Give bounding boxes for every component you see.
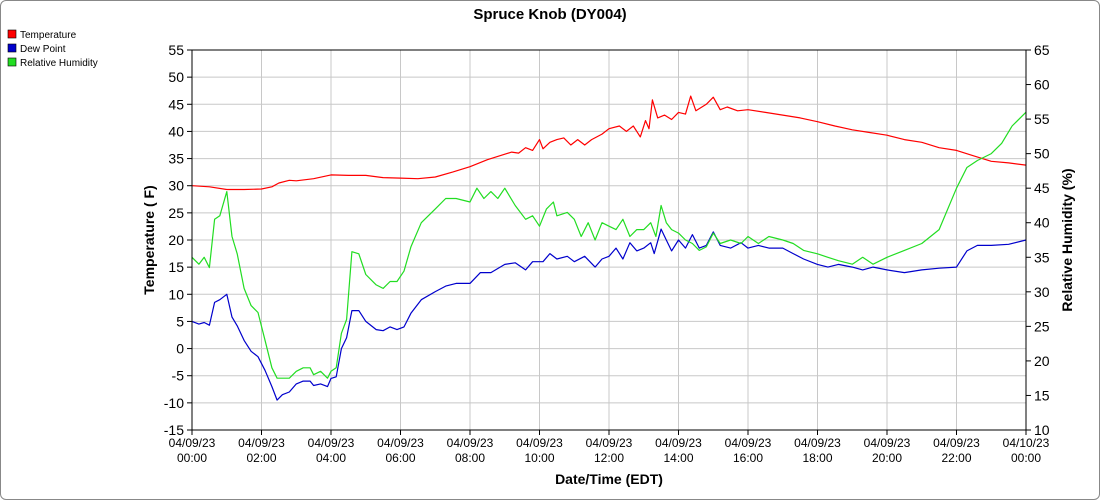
y-tick-label: 30 xyxy=(168,178,184,194)
y2-tick-label: 45 xyxy=(1034,180,1050,196)
y2-tick-label: 55 xyxy=(1034,111,1050,127)
x-tick-time: 12:00 xyxy=(594,451,624,465)
x-tick-date: 04/09/23 xyxy=(586,436,633,450)
y2-axis-label: Relative Humidity (%) xyxy=(1059,168,1075,311)
x-tick-date: 04/09/23 xyxy=(933,436,980,450)
x-tick-time: 02:00 xyxy=(246,451,276,465)
x-tick-time: 04:00 xyxy=(316,451,346,465)
x-tick-time: 06:00 xyxy=(385,451,415,465)
legend-label: Temperature xyxy=(20,30,77,41)
y-tick-label: 10 xyxy=(168,286,184,302)
series-line-dew-point xyxy=(191,228,1027,401)
series-line-relative-humidity xyxy=(191,111,1027,379)
x-tick-date: 04/09/23 xyxy=(308,436,355,450)
x-axis-label: Date/Time (EDT) xyxy=(555,471,663,487)
y2-tick-label: 10 xyxy=(1034,422,1050,438)
y-tick-label: 45 xyxy=(168,96,184,112)
x-tick-time: 00:00 xyxy=(177,451,207,465)
x-tick-time: 16:00 xyxy=(733,451,763,465)
y2-tick-label: 40 xyxy=(1034,215,1050,231)
x-tick-date: 04/10/23 xyxy=(1003,436,1050,450)
x-tick-date: 04/09/23 xyxy=(864,436,911,450)
x-tick-time: 14:00 xyxy=(663,451,693,465)
y2-tick-label: 65 xyxy=(1034,42,1050,58)
y-axis-label: Temperature ( F) xyxy=(141,185,157,294)
series-lines xyxy=(191,95,1027,401)
y-tick-label: -5 xyxy=(172,368,185,384)
legend-swatch xyxy=(7,57,17,67)
legend-label: Dew Point xyxy=(20,44,66,55)
x-tick-date: 04/09/23 xyxy=(169,436,216,450)
legend-label: Relative Humidity xyxy=(20,58,98,69)
y-tick-label: 25 xyxy=(168,205,184,221)
y2-tick-label: 60 xyxy=(1034,77,1050,93)
y-axis-ticks: -15 -10 -5 0 5 10 15 20 25 30 35 40 45 50 55 xyxy=(164,42,192,438)
y-tick-label: -15 xyxy=(164,422,184,438)
y-tick-label: -10 xyxy=(164,395,184,411)
y-tick-label: 5 xyxy=(176,313,184,329)
y-tick-label: 0 xyxy=(176,341,184,357)
y-tick-label: 55 xyxy=(168,42,184,58)
y2-tick-label: 30 xyxy=(1034,284,1050,300)
y2-tick-label: 20 xyxy=(1034,353,1050,369)
y-tick-label: 15 xyxy=(168,259,184,275)
y-tick-label: 50 xyxy=(168,69,184,85)
y2-tick-label: 25 xyxy=(1034,318,1050,334)
x-tick-time: 00:00 xyxy=(1011,451,1041,465)
x-tick-time: 20:00 xyxy=(872,451,902,465)
x-tick-time: 18:00 xyxy=(802,451,832,465)
x-tick-date: 04/09/23 xyxy=(794,436,841,450)
x-tick-time: 22:00 xyxy=(941,451,971,465)
x-tick-date: 04/09/23 xyxy=(516,436,563,450)
y2-axis-ticks: 10 15 20 25 30 35 40 45 50 55 60 65 xyxy=(1026,42,1050,438)
legend-swatch xyxy=(7,43,17,53)
y-tick-label: 40 xyxy=(168,123,184,139)
x-tick-date: 04/09/23 xyxy=(447,436,494,450)
legend: Temperature Dew Point Relative Humidity xyxy=(7,29,98,69)
x-axis-ticks: 04/09/2300:0004/09/2302:0004/09/2304:000… xyxy=(169,430,1050,465)
series-line-temperature xyxy=(191,95,1027,191)
plot-area-border xyxy=(191,49,1027,431)
y-tick-label: 35 xyxy=(168,151,184,167)
x-tick-date: 04/09/23 xyxy=(377,436,424,450)
x-tick-time: 08:00 xyxy=(455,451,485,465)
chart-title: Spruce Knob (DY004) xyxy=(473,6,626,23)
x-tick-time: 10:00 xyxy=(524,451,554,465)
x-tick-date: 04/09/23 xyxy=(655,436,702,450)
y2-tick-label: 35 xyxy=(1034,249,1050,265)
y-tick-label: 20 xyxy=(168,232,184,248)
y2-tick-label: 50 xyxy=(1034,146,1050,162)
x-tick-date: 04/09/23 xyxy=(238,436,285,450)
legend-swatch xyxy=(7,29,17,39)
x-tick-date: 04/09/23 xyxy=(725,436,772,450)
y2-tick-label: 15 xyxy=(1034,387,1050,403)
